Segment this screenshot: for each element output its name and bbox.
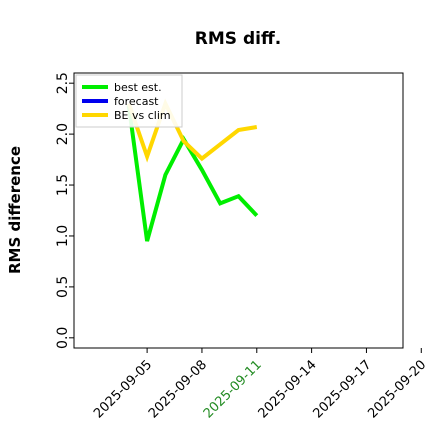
y-axis: 0.0 0.5 1.0 1.5 2.0 2.5: [55, 72, 74, 349]
y-tick-label: 1.0: [55, 225, 71, 247]
y-tick-label: 2.5: [55, 72, 71, 94]
legend-label: BE vs clim: [114, 109, 171, 122]
x-tick-label: 2025-09-11: [201, 357, 265, 421]
x-axis: 2025-09-052025-09-082025-09-112025-09-14…: [91, 348, 429, 421]
x-tick-label: 2025-09-05: [91, 357, 155, 421]
y-tick-label: 1.5: [55, 174, 71, 196]
y-tick-label: 2.0: [55, 123, 71, 145]
plot-frame: [73, 72, 404, 349]
y-tick-label: 0.0: [55, 327, 71, 349]
x-tick-label: 2025-09-20: [365, 357, 429, 421]
chart-title: RMS diff.: [195, 29, 281, 49]
x-tick-label: 2025-09-14: [256, 357, 320, 421]
series-layer: [126, 98, 259, 242]
y-tick-label: 0.5: [55, 276, 71, 298]
legend-label: best est.: [114, 81, 162, 94]
legend-label: forecast: [114, 95, 159, 108]
x-tick-label: 2025-09-17: [310, 357, 374, 421]
series-line-0: [126, 105, 259, 242]
x-tick-label: 2025-09-08: [146, 357, 210, 421]
series-line-2: [126, 98, 258, 163]
y-axis-label: RMS difference: [6, 146, 24, 274]
